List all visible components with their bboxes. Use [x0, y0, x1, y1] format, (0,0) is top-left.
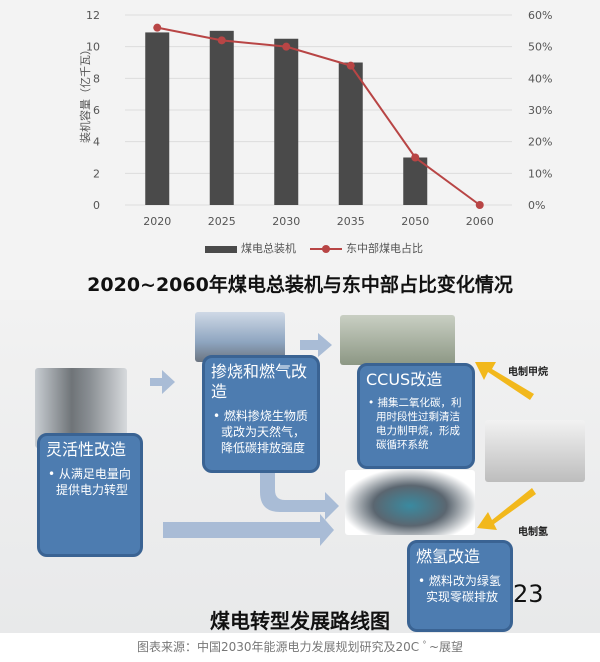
series-line	[157, 26, 481, 206]
chart-panel: 0 2 4 6 8 10 12 0% 10% 20% 30% 40% 50% 60% 2020 2025 203…	[0, 0, 600, 300]
box-flexibility: 灵活性改造 • 从满足电量向提供电力转型	[37, 433, 143, 557]
x-tick-label: 2020	[143, 215, 171, 228]
arrow-yellow-methane	[475, 362, 534, 400]
y2-tick-label: 0%	[528, 199, 545, 212]
y2-tick-label: 50%	[528, 41, 552, 54]
chart-title: 2020~2060年煤电总装机与东中部占比变化情况	[87, 274, 513, 296]
x-tick-label: 2035	[337, 215, 365, 228]
x-tick-label: 2030	[272, 215, 300, 228]
y-tick-label: 2	[93, 167, 100, 180]
line-point	[217, 36, 226, 45]
line-point	[282, 42, 291, 51]
source-caption: 图表来源：中国2030年能源电力发展规划研究及20C ﾟ~展望	[136, 640, 464, 654]
bar	[338, 62, 363, 205]
y-tick-label: 8	[93, 72, 100, 85]
arrow-blue-2	[300, 333, 332, 357]
line-point	[153, 23, 162, 32]
y2-tick-label: 40%	[528, 72, 552, 85]
bar	[209, 30, 234, 206]
x-tick-label: 2050	[401, 215, 429, 228]
arrow-blue-4	[163, 514, 334, 546]
arrow-blue-3	[260, 470, 339, 520]
legend-bar: 煤电总装机	[205, 240, 296, 256]
label-methane: 电制甲烷	[508, 367, 548, 378]
power-plant-image	[195, 312, 285, 362]
y-tick-label: 10	[86, 41, 100, 54]
box-cofiring-gas: 掺烧和燃气改造 • 燃料掺烧生物质或改为天然气，降低碳排放强度	[202, 355, 320, 473]
y2-tick-label: 30%	[528, 104, 552, 117]
x-tick-label: 2060	[466, 215, 494, 228]
wind-turbine-image	[485, 420, 585, 482]
bar	[403, 157, 428, 205]
y-tick-label: 6	[93, 104, 100, 117]
legend: 煤电总装机 东中部煤电占比	[205, 240, 423, 256]
x-tick-label: 2025	[208, 215, 236, 228]
bar	[145, 32, 170, 205]
page-number: 23	[513, 580, 544, 608]
arrow-yellow-hydrogen	[477, 488, 536, 530]
y-tick-label: 0	[93, 199, 100, 212]
y2-tick-label: 20%	[528, 136, 552, 149]
line-point	[346, 61, 355, 70]
y-tick-label: 12	[86, 9, 100, 22]
box-ccus: CCUS改造 • 捕集二氧化碳，利用时段性过剩清洁电力制甲烷，形成碳循环系统	[357, 363, 475, 469]
y2-tick-label: 10%	[528, 167, 552, 180]
line-point	[411, 153, 420, 162]
label-hydrogen: 电制氢	[518, 527, 548, 538]
y-tick-label: 4	[93, 136, 100, 149]
legend-line: 东中部煤电占比	[310, 240, 423, 256]
combo-chart: 0 2 4 6 8 10 12 0% 10% 20% 30% 40% 50% 60% 2020 2025 203…	[86, 9, 552, 228]
gas-turbine-image	[345, 470, 475, 535]
box-hydrogen: 燃氢改造 • 燃料改为绿氢实现零碳排放	[407, 540, 513, 632]
ccus-plant-image	[340, 315, 455, 365]
arrow-blue-1	[150, 370, 175, 394]
line-point	[475, 201, 484, 209]
y2-tick-label: 60%	[528, 9, 552, 22]
bar	[274, 38, 299, 205]
diagram-title: 煤电转型发展路线图	[210, 609, 390, 633]
